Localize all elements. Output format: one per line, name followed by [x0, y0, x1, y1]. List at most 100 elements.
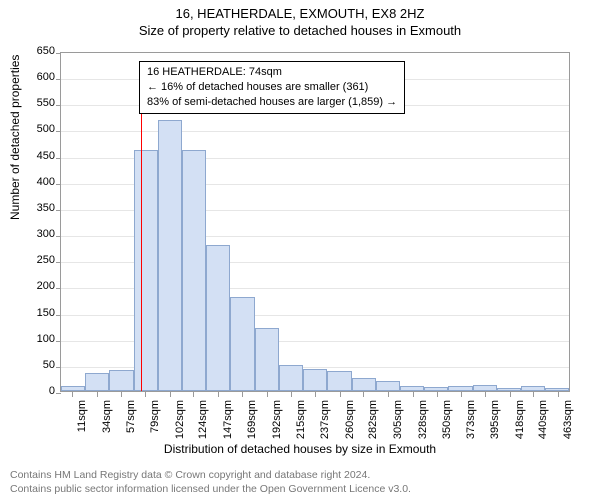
histogram-bar [473, 385, 497, 391]
histogram-bar [400, 386, 424, 391]
xtick-label: 373sqm [465, 400, 477, 444]
xtick-mark [193, 392, 194, 397]
ytick-mark [56, 53, 61, 54]
ytick-mark [56, 393, 61, 394]
ytick-label: 200 [15, 280, 55, 292]
xtick-mark [121, 392, 122, 397]
ytick-label: 500 [15, 123, 55, 135]
xtick-mark [97, 392, 98, 397]
ytick-mark [56, 105, 61, 106]
xtick-label: 57sqm [125, 400, 137, 444]
xtick-label: 192sqm [271, 400, 283, 444]
ytick-label: 600 [15, 71, 55, 83]
xtick-label: 124sqm [197, 400, 209, 444]
ytick-label: 0 [15, 385, 55, 397]
ytick-label: 250 [15, 254, 55, 266]
histogram-bar [521, 386, 545, 391]
histogram-bar [109, 370, 133, 391]
histogram-bar [134, 150, 158, 391]
histogram-bar [303, 369, 327, 391]
ytick-mark [56, 210, 61, 211]
ytick-label: 150 [15, 307, 55, 319]
xtick-mark [72, 392, 73, 397]
ytick-label: 650 [15, 45, 55, 57]
xtick-label: 350sqm [441, 400, 453, 444]
footer-line: Contains public sector information licen… [10, 482, 411, 496]
xtick-label: 11sqm [76, 400, 88, 444]
xtick-mark [388, 392, 389, 397]
annotation-line: 83% of semi-detached houses are larger (… [147, 95, 397, 110]
xtick-mark [218, 392, 219, 397]
x-axis-label: Distribution of detached houses by size … [0, 442, 600, 456]
property-marker-line [141, 80, 142, 391]
xtick-label: 418sqm [514, 400, 526, 444]
histogram-bar [327, 371, 351, 391]
ytick-mark [56, 315, 61, 316]
histogram-bar [255, 328, 279, 391]
ytick-mark [56, 158, 61, 159]
ytick-mark [56, 79, 61, 80]
xtick-mark [510, 392, 511, 397]
xtick-label: 147sqm [222, 400, 234, 444]
histogram-bar [279, 365, 303, 391]
xtick-mark [242, 392, 243, 397]
histogram-bar [448, 386, 472, 391]
ytick-label: 450 [15, 150, 55, 162]
histogram-bar [206, 245, 230, 391]
histogram-bar [61, 386, 85, 391]
ytick-mark [56, 367, 61, 368]
xtick-label: 305sqm [392, 400, 404, 444]
ytick-label: 100 [15, 333, 55, 345]
xtick-mark [291, 392, 292, 397]
xtick-mark [461, 392, 462, 397]
xtick-label: 463sqm [562, 400, 574, 444]
annotation-line: ← 16% of detached houses are smaller (36… [147, 80, 397, 95]
xtick-mark [533, 392, 534, 397]
xtick-label: 215sqm [295, 400, 307, 444]
xtick-label: 34sqm [101, 400, 113, 444]
xtick-mark [145, 392, 146, 397]
ytick-mark [56, 184, 61, 185]
ytick-label: 400 [15, 176, 55, 188]
annotation-box: 16 HEATHERDALE: 74sqm ← 16% of detached … [139, 61, 405, 114]
ytick-label: 350 [15, 202, 55, 214]
xtick-mark [363, 392, 364, 397]
histogram-bar [85, 373, 109, 391]
xtick-label: 79sqm [149, 400, 161, 444]
xtick-label: 395sqm [489, 400, 501, 444]
ytick-mark [56, 262, 61, 263]
xtick-label: 237sqm [319, 400, 331, 444]
xtick-mark [340, 392, 341, 397]
histogram-bar [376, 381, 400, 391]
histogram-bar [497, 388, 521, 391]
annotation-line: 16 HEATHERDALE: 74sqm [147, 65, 397, 80]
ytick-mark [56, 236, 61, 237]
xtick-mark [485, 392, 486, 397]
xtick-label: 260sqm [344, 400, 356, 444]
gridline [61, 131, 569, 132]
footer-line: Contains HM Land Registry data © Crown c… [10, 468, 411, 482]
xtick-label: 169sqm [246, 400, 258, 444]
ytick-label: 50 [15, 359, 55, 371]
histogram-bar [545, 388, 569, 391]
histogram-bar [424, 387, 448, 391]
ytick-mark [56, 341, 61, 342]
xtick-label: 282sqm [367, 400, 379, 444]
xtick-label: 328sqm [417, 400, 429, 444]
xtick-label: 102sqm [174, 400, 186, 444]
header-address: 16, HEATHERDALE, EXMOUTH, EX8 2HZ [0, 0, 600, 21]
ytick-label: 300 [15, 228, 55, 240]
xtick-mark [558, 392, 559, 397]
header-subtitle: Size of property relative to detached ho… [0, 21, 600, 38]
xtick-mark [413, 392, 414, 397]
footer: Contains HM Land Registry data © Crown c… [10, 468, 411, 496]
xtick-mark [170, 392, 171, 397]
histogram-bar [182, 150, 206, 391]
ytick-label: 550 [15, 97, 55, 109]
histogram-bar [158, 120, 182, 391]
xtick-label: 440sqm [537, 400, 549, 444]
histogram-bar [352, 378, 376, 391]
xtick-mark [437, 392, 438, 397]
ytick-mark [56, 131, 61, 132]
chart-plot-area: 16 HEATHERDALE: 74sqm ← 16% of detached … [60, 52, 570, 392]
